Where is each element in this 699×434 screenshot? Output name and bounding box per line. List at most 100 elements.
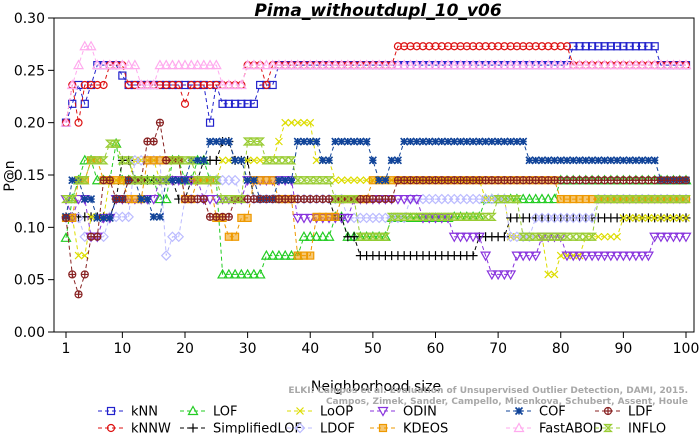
data-point [594,232,603,241]
data-point [400,42,409,51]
data-point [292,59,304,70]
data-point [649,232,661,243]
x-tick-label: 90 [614,341,632,357]
data-point [561,251,573,262]
data-point [594,156,603,165]
data-point [224,212,233,221]
data-point [68,176,77,185]
data-point [544,42,553,51]
data-point [400,137,409,146]
legend-item-odin: ODIN [370,405,437,420]
data-point [330,194,341,204]
data-point [657,213,665,222]
data-point [80,270,89,279]
data-point [473,232,485,243]
legend-item-inflo: INFLO [595,422,666,434]
data-point [105,213,114,222]
data-point [606,42,615,51]
data-point [467,59,479,70]
data-point [624,59,636,70]
data-point [512,42,522,51]
data-point [342,194,353,204]
data-point [437,137,446,146]
data-point [355,232,366,241]
data-point [223,268,235,279]
data-point [586,59,598,70]
data-point [324,156,334,165]
series-line [66,122,686,275]
data-point [342,213,354,224]
data-point [498,270,510,281]
data-point [556,156,565,165]
data-point [605,251,617,262]
legend-item-knn: kNN [98,405,158,420]
legend-item-loop: LoOP [287,405,353,420]
legend-item-cof: COF [506,405,566,420]
data-point [592,251,604,262]
data-point [603,423,613,433]
data-point [262,80,271,90]
data-point [124,80,133,90]
data-point [606,232,615,241]
data-point [267,249,279,260]
data-point [511,251,523,262]
data-point [198,176,209,185]
data-point [191,59,204,70]
data-point [518,232,529,241]
data-point [349,232,359,242]
data-point [311,176,322,185]
data-point [323,59,335,70]
data-point [368,156,377,165]
data-point [304,231,316,241]
data-point [398,59,410,70]
data-point [637,194,648,204]
data-point [306,251,315,260]
data-point [285,59,297,70]
data-point [249,156,258,165]
data-point [661,59,673,70]
data-point [174,80,183,90]
data-point [505,270,517,281]
data-point [449,212,460,221]
data-point [68,270,77,279]
data-point [561,59,573,70]
data-point [350,176,359,185]
data-point [494,42,503,51]
data-point [399,212,410,221]
data-point [98,59,110,70]
data-point [544,156,553,165]
data-point [236,194,247,204]
data-point [393,156,402,165]
data-point [574,59,586,70]
data-point [218,99,227,108]
data-point [160,193,172,204]
data-point [431,137,440,146]
data-point [367,232,378,241]
data-point [443,42,453,51]
series-line [66,141,686,238]
data-point [312,156,321,165]
data-point [280,156,291,165]
data-point [631,42,640,51]
data-point [587,42,597,51]
data-point [218,156,227,165]
data-point [67,194,78,204]
data-point [324,176,334,185]
data-point [155,118,165,127]
series-line [66,159,686,257]
data-point [287,118,296,127]
data-point [631,213,640,222]
data-point [123,156,134,165]
data-point [581,42,590,51]
data-point [443,137,453,146]
data-point [456,42,465,51]
y-axis: 0.00 0.05 0.10 0.15 0.20 0.25 0.30 [14,11,54,341]
data-point [180,156,190,165]
data-point [506,42,515,51]
data-point [549,232,560,241]
data-point [229,174,241,186]
data-point [260,59,272,70]
data-point [293,137,302,146]
data-point [682,213,690,222]
data-point [273,249,285,260]
